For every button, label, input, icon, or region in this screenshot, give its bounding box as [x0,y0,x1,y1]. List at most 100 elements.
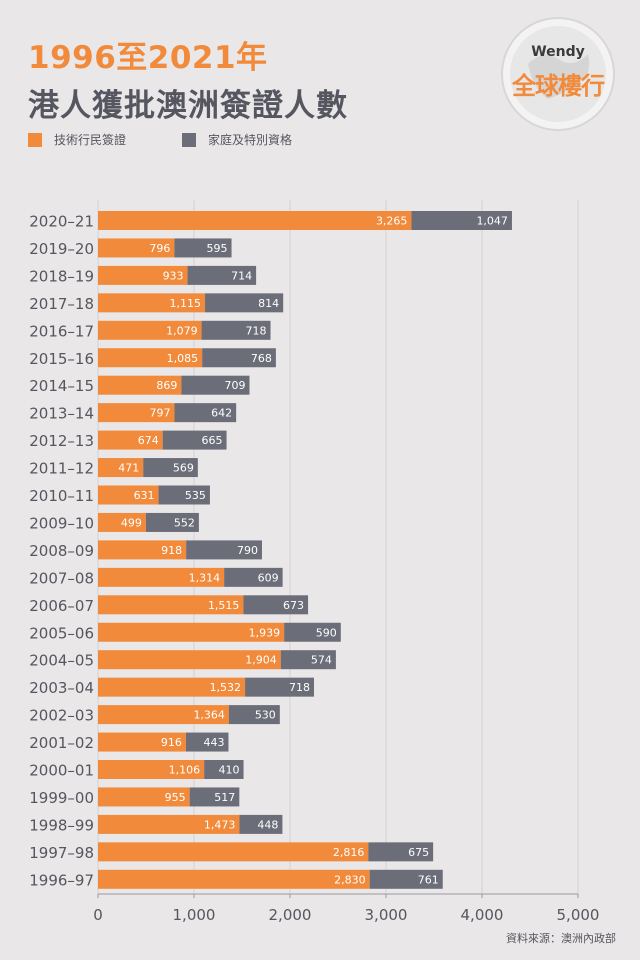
bar-skilled [98,403,175,423]
bar-family [174,238,232,258]
legend-swatch-family [182,132,196,147]
bar-skilled [98,293,206,313]
bar-skilled [98,238,175,258]
bar-family [162,430,227,450]
bar-family [239,814,283,834]
bar-skilled [98,732,186,752]
data-label-skilled: 869 [156,379,177,392]
bar-skilled [98,677,246,697]
bar-skilled [98,265,188,285]
data-label-family: 1,047 [476,215,508,228]
data-label-family: 814 [258,297,279,310]
data-label-family: 530 [255,709,276,722]
category-label: 1999–00 [29,789,94,807]
category-label: 2010–11 [29,487,94,505]
data-label-family: 590 [316,626,337,639]
data-label-family: 569 [173,462,194,475]
bar-skilled [98,512,146,532]
bar-family [158,485,210,505]
bar-skilled [98,348,203,368]
data-label-family: 443 [203,736,224,749]
data-label-family: 709 [224,379,245,392]
category-label: 2007–08 [29,569,94,587]
bar-skilled [98,814,240,834]
data-label-family: 714 [231,269,252,282]
category-label: 2000–01 [29,762,94,780]
bar-family [204,760,244,779]
bar-family [187,265,257,285]
bar-skilled [98,540,187,560]
bar-skilled [98,430,163,450]
data-label-family: 768 [251,352,272,365]
bar-family [186,540,262,560]
bar-skilled [98,375,182,395]
data-label-skilled: 1,515 [208,599,240,612]
data-label-skilled: 2,816 [333,846,365,859]
bar-skilled [98,787,190,807]
data-label-skilled: 797 [150,407,171,420]
logo-text-top: Wendy [531,44,585,60]
bar-family [280,650,336,670]
category-label: 2002–03 [29,707,94,725]
bar-family [189,787,240,807]
x-tick-label: 5,000 [557,906,600,924]
title-line-2: 港人獲批澳洲簽證人數 [28,88,348,124]
data-label-family: 517 [214,791,235,804]
category-label: 1998–99 [29,816,94,834]
bar-skilled [98,458,144,478]
category-label: 2015–16 [29,350,94,368]
bar-family [201,320,271,340]
bar-family [368,842,434,862]
data-label-skilled: 1,106 [169,764,201,777]
category-label: 1997–98 [29,844,94,862]
data-label-family: 574 [311,654,332,667]
bar-family [243,595,309,615]
data-label-skilled: 499 [121,516,142,529]
data-label-skilled: 471 [118,462,139,475]
data-label-skilled: 1,939 [249,626,281,639]
bar-skilled [98,211,412,230]
data-label-skilled: 1,473 [204,818,236,831]
data-label-family: 675 [408,846,429,859]
data-label-skilled: 918 [161,544,182,557]
title-line-1: 1996至2021年 [28,40,268,76]
data-label-skilled: 3,265 [376,215,408,228]
x-tick-label: 3,000 [365,906,408,924]
source-note: 資料來源：澳洲內政部 [506,932,616,945]
data-label-skilled: 631 [134,489,155,502]
legend-item-skilled: 技術行民簽證 [28,131,126,148]
data-label-skilled: 1,904 [245,654,277,667]
category-label: 2014–15 [29,377,94,395]
data-label-skilled: 933 [163,269,184,282]
bar-family [143,458,198,478]
category-label: 2004–05 [29,652,94,670]
bar-skilled [98,622,285,642]
brand-logo: Wendy 全球樓行 [498,14,618,134]
category-label: 2013–14 [29,405,94,423]
bar-family [205,293,284,313]
data-label-skilled: 1,079 [166,324,198,337]
bar-skilled [98,842,369,862]
legend-item-family: 家庭及特別資格 [182,131,292,148]
bar-skilled [98,595,244,615]
bar-family [185,732,229,752]
bar-skilled [98,705,229,725]
data-label-skilled: 1,532 [210,681,242,694]
bar-skilled [98,320,202,340]
bar-skilled [98,869,370,889]
bar-family [174,403,237,423]
category-label: 2003–04 [29,679,94,697]
category-label: 2009–10 [29,514,94,532]
data-label-family: 761 [418,873,439,886]
data-label-family: 595 [207,242,228,255]
bar-family [245,677,314,697]
bar-family [284,622,341,642]
x-tick-label: 0 [93,906,103,924]
data-label-family: 609 [258,571,279,584]
category-label: 2012–13 [29,432,94,450]
data-label-family: 790 [237,544,258,557]
category-label: 2019–20 [29,240,94,258]
data-label-skilled: 796 [149,242,170,255]
data-label-family: 665 [202,434,223,447]
bar-skilled [98,567,225,587]
